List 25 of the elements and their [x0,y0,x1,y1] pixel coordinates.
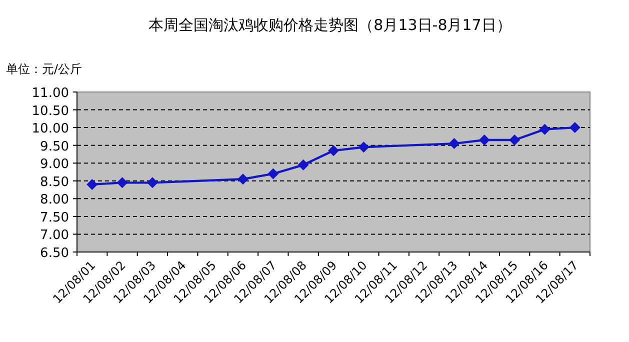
point [478,134,490,146]
point [116,177,128,188]
y-tick-label: 8.50 [40,174,69,190]
y-tick-label: 7.50 [40,210,69,226]
point [328,145,339,156]
point [237,174,248,185]
title: 本周全国淘汰鸡收购价格走势图（8月13日-8月17日） [148,16,512,34]
y-tick-label: 11.00 [32,86,69,101]
point [509,134,520,146]
point [268,168,279,180]
point [358,142,370,153]
y-tick-label: 6.50 [40,246,69,261]
point [146,177,158,188]
y-tick-label: 10.50 [32,104,69,119]
y-tick-label: 9.50 [40,139,69,154]
point [86,178,98,190]
y-tick-label: 10.00 [32,122,69,137]
ylabel: 单位：元/公斤 [6,62,82,76]
point [569,122,580,134]
y-tick-label: 7.00 [40,228,69,244]
y-tick-label: 8.00 [40,192,69,208]
point [298,159,309,170]
point [539,124,550,135]
y-tick-label: 9.00 [40,157,69,172]
point [448,138,460,150]
